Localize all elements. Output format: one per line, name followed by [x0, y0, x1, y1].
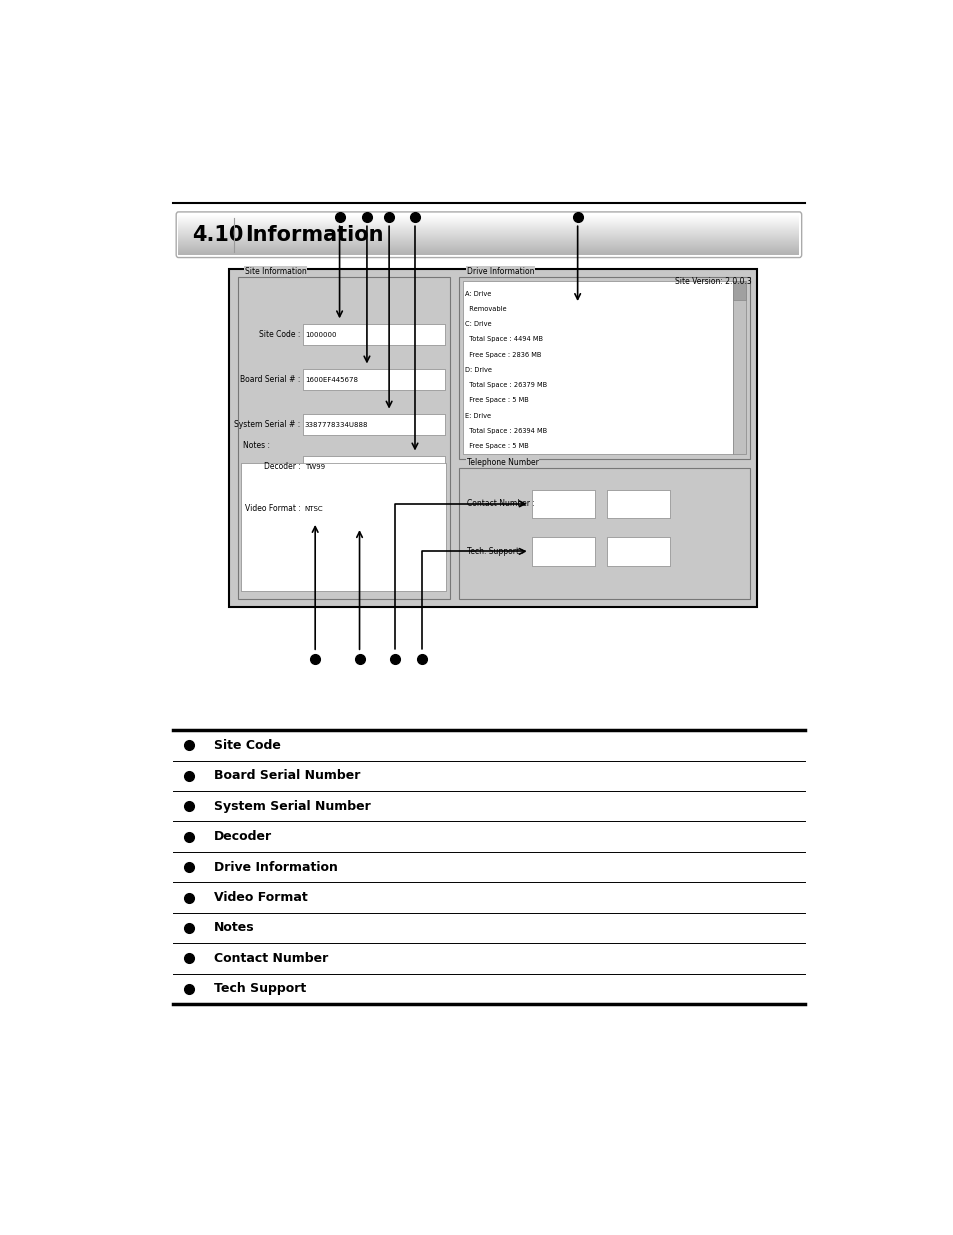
- Text: Total Space : 4494 MB: Total Space : 4494 MB: [465, 336, 542, 342]
- Text: Site Version: 2.0.0.3: Site Version: 2.0.0.3: [674, 277, 751, 285]
- Bar: [241, 463, 446, 592]
- Text: A: Drive: A: Drive: [465, 291, 491, 296]
- Text: Free Space : 5 MB: Free Space : 5 MB: [465, 443, 529, 450]
- Text: NTSC: NTSC: [305, 505, 323, 511]
- Bar: [459, 277, 749, 459]
- Bar: [606, 537, 669, 566]
- Text: Video Format: Video Format: [213, 890, 307, 904]
- Text: TW99: TW99: [305, 464, 325, 469]
- Text: 1600EF445678: 1600EF445678: [305, 377, 357, 383]
- Text: Board Serial # :: Board Serial # :: [240, 375, 300, 384]
- Bar: [531, 489, 594, 519]
- Text: D: Drive: D: Drive: [465, 367, 492, 373]
- Text: C: Drive: C: Drive: [465, 321, 492, 327]
- Text: Total Space : 26394 MB: Total Space : 26394 MB: [465, 427, 547, 433]
- Text: System Serial # :: System Serial # :: [233, 420, 300, 430]
- Bar: [606, 489, 669, 519]
- Bar: [462, 282, 732, 454]
- Bar: [302, 324, 444, 345]
- Bar: [531, 537, 594, 566]
- Text: Drive Information: Drive Information: [466, 267, 534, 275]
- Bar: [302, 369, 444, 390]
- Text: Removable: Removable: [465, 306, 506, 312]
- Text: Free Space : 5 MB: Free Space : 5 MB: [465, 398, 529, 404]
- Text: 4.10: 4.10: [192, 225, 243, 245]
- Bar: [732, 282, 745, 454]
- Text: Decoder: Decoder: [213, 830, 272, 844]
- Bar: [302, 498, 444, 519]
- Text: Tech. Support :: Tech. Support :: [466, 547, 523, 556]
- Text: Notes: Notes: [213, 921, 254, 935]
- Text: Total Space : 26379 MB: Total Space : 26379 MB: [465, 382, 547, 388]
- Text: System Serial Number: System Serial Number: [213, 800, 371, 813]
- Bar: [732, 282, 745, 300]
- Text: Drive Information: Drive Information: [213, 861, 337, 873]
- Bar: [302, 456, 444, 477]
- Text: Site Code: Site Code: [213, 739, 280, 752]
- Bar: [302, 415, 444, 435]
- Text: Telephone Number: Telephone Number: [466, 458, 538, 467]
- Text: Tech Support: Tech Support: [213, 982, 306, 995]
- Text: Contact Number: Contact Number: [213, 952, 328, 965]
- Text: 1000000: 1000000: [305, 332, 336, 337]
- Text: Information: Information: [245, 225, 383, 245]
- Bar: [459, 468, 749, 599]
- Text: Board Serial Number: Board Serial Number: [213, 769, 360, 782]
- Bar: [229, 269, 757, 606]
- Text: Video Format :: Video Format :: [244, 504, 300, 514]
- Text: Notes :: Notes :: [243, 441, 271, 450]
- Text: Site Information: Site Information: [245, 267, 306, 275]
- Text: Contact Number :: Contact Number :: [466, 499, 534, 509]
- Text: Site Code :: Site Code :: [259, 330, 300, 340]
- Text: 3387778334U888: 3387778334U888: [305, 422, 368, 427]
- Text: Decoder :: Decoder :: [263, 462, 300, 472]
- Text: E: Drive: E: Drive: [465, 412, 491, 419]
- Text: Free Space : 2836 MB: Free Space : 2836 MB: [465, 352, 541, 358]
- Bar: [237, 277, 449, 599]
